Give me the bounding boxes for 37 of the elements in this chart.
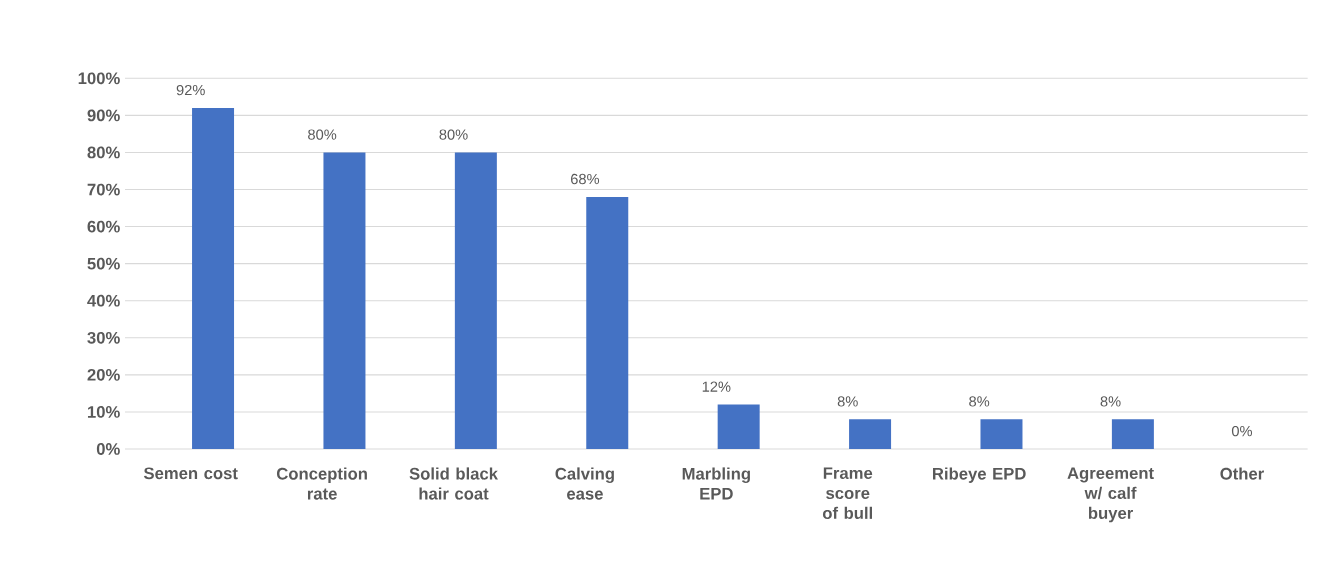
y-tick-label: 60% <box>87 220 120 233</box>
bar <box>586 196 629 449</box>
data-label: 8% <box>1100 396 1121 407</box>
x-tick-label: Calving ease <box>555 467 614 500</box>
data-label: 80% <box>439 129 468 140</box>
y-tick-label: 30% <box>87 331 120 344</box>
bar <box>323 152 366 449</box>
data-label: 68% <box>571 173 600 185</box>
y-tick-label: 90% <box>87 109 120 122</box>
y-tick-label: 100% <box>78 72 120 85</box>
x-tick-label: Conception rate <box>276 467 367 500</box>
y-tick-label: 40% <box>87 294 120 307</box>
x-tick-label: Solid black hair coat <box>409 467 498 500</box>
x-tick-label: Agreement w/ calf buyer <box>1067 467 1154 523</box>
bar <box>980 419 1023 449</box>
bar <box>717 404 760 449</box>
x-tick-label: Other <box>1220 467 1264 480</box>
x-tick-label: Frame score of bull <box>822 467 873 520</box>
bar <box>192 107 235 449</box>
data-label: 0% <box>1231 425 1253 437</box>
data-label: 8% <box>837 396 858 407</box>
bar <box>454 152 497 449</box>
bar <box>849 419 892 449</box>
x-tick-label: Marbling EPD <box>682 467 750 500</box>
data-label: 8% <box>969 396 990 407</box>
y-tick-label: 20% <box>87 368 120 381</box>
bar <box>1111 419 1154 449</box>
x-tick-label: Semen cost <box>143 467 238 480</box>
y-tick-label: 80% <box>87 146 120 159</box>
data-label: 80% <box>308 129 337 140</box>
data-label: 12% <box>702 381 731 392</box>
y-tick-label: 50% <box>87 257 120 270</box>
x-tick-label: Ribeye EPD <box>933 467 1026 483</box>
y-tick-label: 10% <box>87 406 120 418</box>
y-tick-label: 70% <box>87 183 120 196</box>
data-label: 92% <box>176 84 205 96</box>
y-tick-label: 0% <box>96 443 120 455</box>
